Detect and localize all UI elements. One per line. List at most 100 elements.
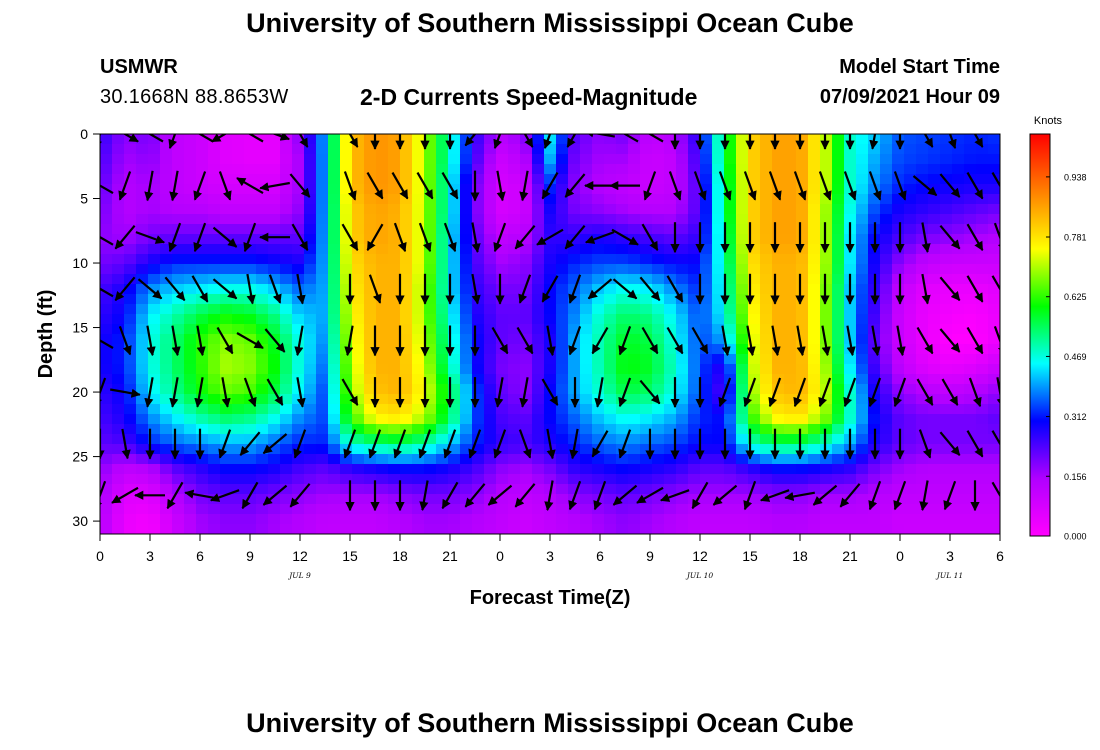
heatmap-cell: [208, 324, 221, 335]
heatmap-cell: [388, 524, 401, 534]
heatmap-cell: [724, 274, 737, 285]
heatmap-cell: [592, 324, 605, 335]
heatmap-cell: [244, 254, 257, 265]
heatmap-cell: [724, 444, 737, 455]
heatmap-cell: [784, 274, 797, 285]
heatmap-cell: [988, 244, 1000, 255]
heatmap-cell: [964, 444, 977, 455]
current-arrow: [212, 226, 238, 248]
heatmap-cell: [916, 344, 929, 355]
current-arrow: [746, 325, 756, 357]
heatmap-cell: [160, 484, 173, 495]
heatmap-cell: [928, 344, 941, 355]
heatmap-cell: [328, 314, 341, 325]
heatmap-cell: [712, 444, 725, 455]
heatmap-cell: [532, 354, 545, 365]
heatmap-cell: [760, 324, 773, 335]
heatmap-cell: [460, 234, 473, 245]
heatmap-cell: [244, 324, 257, 335]
heatmap-cell: [436, 374, 449, 385]
heatmap-cell: [148, 414, 161, 425]
heatmap-cell: [640, 414, 653, 425]
heatmap-cell: [400, 164, 413, 175]
heatmap-cell: [148, 494, 161, 505]
heatmap-cell: [604, 234, 617, 245]
heatmap-cell: [316, 274, 329, 285]
heatmap-cell: [700, 244, 713, 255]
heatmap-cell: [892, 404, 905, 415]
current-arrow: [721, 325, 731, 357]
heatmap-cell: [172, 134, 185, 145]
heatmap-cell: [316, 464, 329, 475]
heatmap-cell: [820, 274, 833, 285]
heatmap-cell: [700, 504, 713, 515]
heatmap-cell: [652, 334, 665, 345]
heatmap-cell: [904, 454, 917, 465]
heatmap-cell: [688, 224, 701, 235]
heatmap-cell: [748, 254, 761, 265]
heatmap-cell: [268, 434, 281, 445]
heatmap-cell: [712, 264, 725, 275]
heatmap-cell: [964, 404, 977, 415]
heatmap-cell: [484, 514, 497, 525]
heatmap-cell: [496, 364, 509, 375]
heatmap-cell: [340, 384, 353, 395]
heatmap-cell: [592, 414, 605, 425]
heatmap-cell: [448, 434, 461, 445]
heatmap-cell: [616, 384, 629, 395]
heatmap-cell: [700, 334, 713, 345]
heatmap-cell: [748, 404, 761, 415]
heatmap-cell: [832, 354, 845, 365]
heatmap-cell: [412, 304, 425, 315]
y-tick-label: 30: [72, 513, 88, 529]
heatmap-cell: [520, 414, 533, 425]
heatmap-cell: [172, 144, 185, 155]
heatmap-cell: [424, 254, 437, 265]
current-arrow: [118, 171, 132, 201]
heatmap-cell: [256, 274, 269, 285]
heatmap-cell: [460, 174, 473, 185]
heatmap-cell: [124, 384, 137, 395]
heatmap-cell: [616, 184, 629, 195]
heatmap-cell: [328, 154, 341, 165]
heatmap-cell: [424, 304, 437, 315]
heatmap-cell: [928, 144, 941, 155]
heatmap-cell: [376, 324, 389, 335]
heatmap-cell: [112, 394, 125, 405]
current-arrow: [821, 325, 831, 357]
heatmap-cell: [736, 254, 749, 265]
heatmap-cell: [472, 244, 485, 255]
heatmap-cell: [496, 264, 509, 275]
heatmap-cell: [424, 284, 437, 295]
heatmap-cell: [832, 434, 845, 445]
heatmap-cell: [184, 154, 197, 165]
heatmap-cell: [832, 484, 845, 495]
heatmap-cell: [268, 414, 281, 425]
heatmap-cell: [604, 464, 617, 475]
heatmap-cell: [436, 214, 449, 225]
heatmap-cell: [280, 324, 293, 335]
heatmap-cell: [868, 304, 881, 315]
heatmap-cell: [736, 484, 749, 495]
heatmap-cell: [316, 454, 329, 465]
heatmap-cell: [640, 284, 653, 295]
heatmap-cell: [868, 314, 881, 325]
heatmap-cell: [268, 474, 281, 485]
heatmap-cell: [352, 494, 365, 505]
heatmap-cell: [256, 474, 269, 485]
heatmap-cell: [484, 244, 497, 255]
heatmap-cell: [436, 384, 449, 395]
heatmap-cell: [352, 354, 365, 365]
heatmap-cell: [760, 424, 773, 435]
heatmap-cell: [928, 214, 941, 225]
heatmap-cell: [916, 264, 929, 275]
heatmap-cell: [388, 174, 401, 185]
heatmap-cell: [616, 484, 629, 495]
heatmap-cell: [844, 254, 857, 265]
heatmap-cell: [196, 214, 209, 225]
heatmap-cell: [820, 474, 833, 485]
current-arrow: [236, 332, 264, 349]
heatmap-cell: [508, 384, 521, 395]
heatmap-cell: [172, 234, 185, 245]
current-arrow: [236, 177, 264, 195]
